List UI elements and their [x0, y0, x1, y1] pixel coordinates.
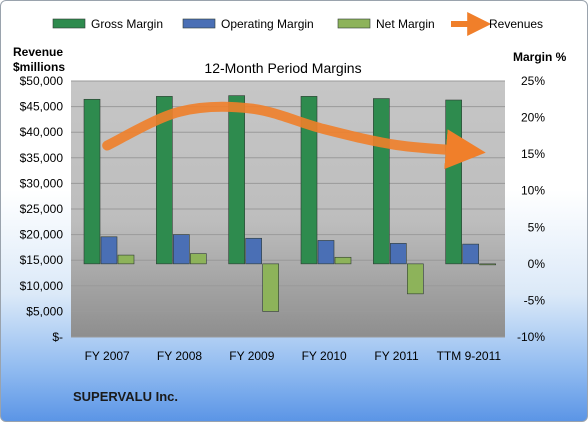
bar-net-margin [334, 256, 352, 265]
company-name: SUPERVALU Inc. [73, 389, 178, 404]
bar-operating-margin [245, 237, 262, 265]
x-tick-label: TTM 9-2011 [437, 349, 502, 363]
y-left-label-line2: $millions [13, 60, 65, 74]
y-right-tick-label: 20% [521, 111, 545, 125]
y-left-tick-label: $15,000 [20, 253, 64, 267]
bar-operating-margin [173, 234, 190, 265]
bar-operating-margin [317, 240, 335, 265]
legend-label: Operating Margin [221, 17, 314, 31]
legend-item: Revenues [451, 12, 543, 36]
y-right-tick-label: 5% [528, 220, 546, 234]
legend-label: Gross Margin [91, 17, 163, 31]
y-right-ticks: -10% -5% 0% 5% 10% 15% 20% 25% [517, 74, 545, 344]
y-left-tick-label: $10,000 [20, 279, 64, 293]
x-tick-label: FY 2007 [85, 349, 130, 363]
legend-item: Operating Margin [182, 17, 314, 31]
y-left-tick-label: $35,000 [20, 151, 64, 165]
y-right-tick-label: -10% [517, 330, 545, 344]
legend-swatch [182, 18, 216, 29]
bar-gross-margin [228, 95, 245, 265]
bar-gross-margin [445, 99, 462, 265]
y-right-label: Margin % [513, 50, 567, 64]
legend-label: Revenues [489, 17, 543, 31]
y-left-tick-label: $45,000 [20, 100, 64, 114]
y-left-tick-label: $30,000 [20, 176, 64, 190]
y-left-ticks: $- $5,000 $10,000 $15,000 $20,000 $25,000 $30,… [20, 74, 64, 344]
bar-net-margin [262, 263, 279, 312]
gridlines [71, 80, 505, 338]
x-tick-label: FY 2010 [302, 349, 347, 363]
y-left-tick-label: $40,000 [20, 125, 64, 139]
bar-gross-margin [373, 98, 390, 265]
bar-gross-margin [300, 96, 318, 265]
y-right-tick-label: 10% [521, 184, 545, 198]
bar-operating-margin [100, 236, 118, 265]
y-left-label-line1: Revenue [13, 45, 63, 59]
y-right-tick-label: -5% [524, 293, 546, 307]
y-left-tick-label: $25,000 [20, 202, 64, 216]
bar-operating-margin [390, 243, 407, 265]
y-right-tick-label: 0% [528, 257, 546, 271]
y-left-tick-label: $- [52, 330, 63, 344]
y-right-tick-label: 15% [521, 147, 545, 161]
bars [83, 95, 496, 312]
y-left-tick-label: $20,000 [20, 228, 64, 242]
bar-net-margin [190, 253, 207, 265]
y-left-tick-label: $5,000 [26, 304, 63, 318]
bar-operating-margin [462, 243, 479, 265]
x-tick-label: FY 2009 [229, 349, 274, 363]
legend-swatch [52, 18, 86, 29]
legend: Gross Margin Operating Margin Net Margin Re… [52, 12, 543, 36]
chart-title: 12-Month Period Margins [204, 60, 361, 76]
legend-label: Net Margin [376, 17, 435, 31]
y-right-tick-label: 25% [521, 74, 545, 88]
legend-item: Net Margin [337, 17, 435, 31]
legend-item: Gross Margin [52, 17, 163, 31]
legend-swatch [337, 18, 371, 29]
x-tick-label: FY 2011 [374, 349, 419, 363]
revenue-line-group [102, 101, 486, 170]
bar-net-margin [407, 263, 424, 295]
bar-gross-margin [156, 96, 173, 265]
y-left-tick-label: $50,000 [20, 74, 64, 88]
x-tick-label: FY 2008 [157, 349, 202, 363]
revenue-line [102, 101, 486, 170]
bar-net-margin [117, 254, 135, 265]
bar-gross-margin [83, 98, 101, 265]
x-tick-labels: FY 2007 FY 2008 FY 2009 FY 2010 FY 2011 TTM 9… [85, 349, 502, 363]
bar-net-margin [479, 263, 496, 266]
